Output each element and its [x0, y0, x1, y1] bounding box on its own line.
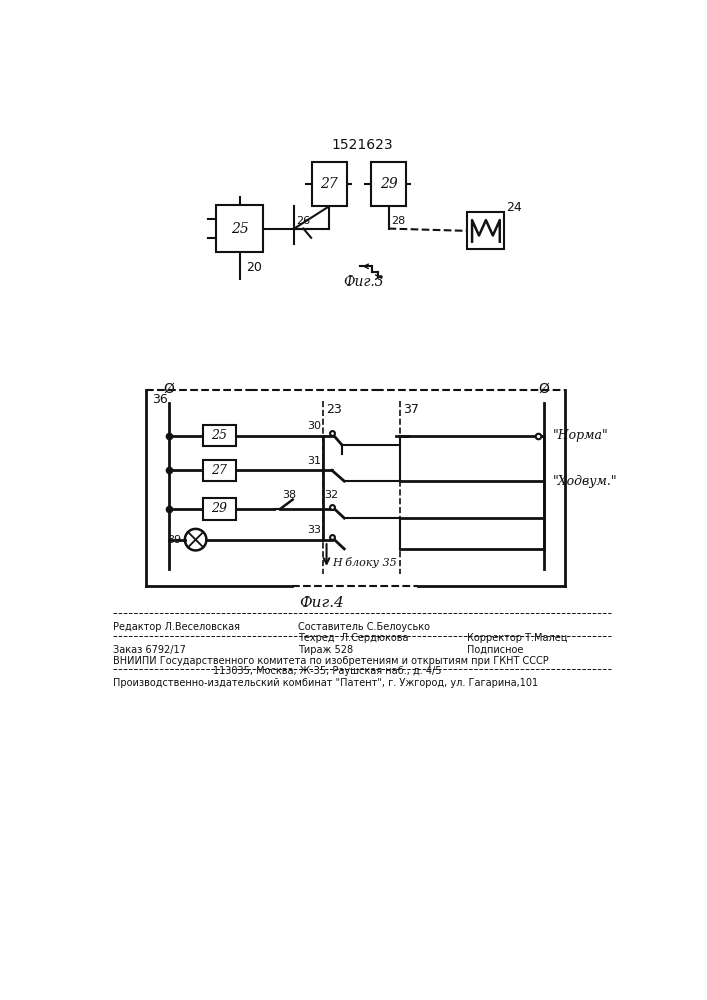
Bar — [467, 212, 504, 249]
Text: 32: 32 — [325, 490, 339, 500]
Text: 28: 28 — [391, 216, 405, 226]
Text: Ø: Ø — [538, 382, 549, 396]
Text: 24: 24 — [506, 201, 522, 214]
Bar — [204, 425, 235, 446]
Text: 33: 33 — [307, 525, 321, 535]
Text: 27: 27 — [211, 464, 228, 477]
Text: "Норма": "Норма" — [553, 429, 609, 442]
Text: 23: 23 — [327, 403, 342, 416]
Bar — [204, 460, 235, 481]
Text: Фиг.3: Фиг.3 — [343, 275, 384, 289]
Text: Редактор Л.Веселовская: Редактор Л.Веселовская — [113, 622, 240, 632]
Text: Н блоку 35: Н блоку 35 — [332, 557, 397, 568]
Text: Тираж 528: Тираж 528 — [298, 645, 354, 655]
Text: "Ходвум.": "Ходвум." — [553, 475, 617, 488]
Text: 31: 31 — [307, 456, 321, 466]
Text: Производственно-издательский комбинат "Патент", г. Ужгород, ул. Гагарина,101: Производственно-издательский комбинат "П… — [113, 678, 538, 688]
Text: Фиг.4: Фиг.4 — [298, 596, 344, 610]
Text: Техред  Л.Сердюкова: Техред Л.Сердюкова — [298, 633, 409, 643]
Text: Ø: Ø — [163, 382, 174, 396]
Bar — [371, 162, 406, 206]
Bar — [312, 162, 346, 206]
Text: 38: 38 — [283, 490, 297, 500]
Bar — [204, 498, 235, 520]
Text: Подписное: Подписное — [467, 645, 524, 655]
Text: 30: 30 — [307, 421, 321, 431]
Text: Составитель С.Белоусько: Составитель С.Белоусько — [298, 622, 430, 632]
Text: 39: 39 — [168, 535, 182, 545]
Text: 26: 26 — [296, 216, 310, 226]
Text: 25: 25 — [211, 429, 228, 442]
Text: 29: 29 — [380, 177, 397, 191]
Text: 25: 25 — [230, 222, 248, 236]
Text: 29: 29 — [211, 502, 228, 515]
Text: Заказ 6792/17: Заказ 6792/17 — [113, 645, 186, 655]
Text: 20: 20 — [246, 261, 262, 274]
Text: 37: 37 — [404, 403, 419, 416]
Text: ВНИИПИ Государственного комитета по изобретениям и открытиям при ГКНТ СССР: ВНИИПИ Государственного комитета по изоб… — [113, 656, 549, 666]
Bar — [216, 205, 264, 252]
Text: 113035, Москва, Ж-35, Раушская наб., д. 4/5: 113035, Москва, Ж-35, Раушская наб., д. … — [214, 666, 442, 676]
Text: 36: 36 — [152, 393, 168, 406]
Text: 1521623: 1521623 — [331, 138, 393, 152]
Text: 27: 27 — [320, 177, 338, 191]
Text: Корректор Т.Малец: Корректор Т.Малец — [467, 633, 568, 643]
